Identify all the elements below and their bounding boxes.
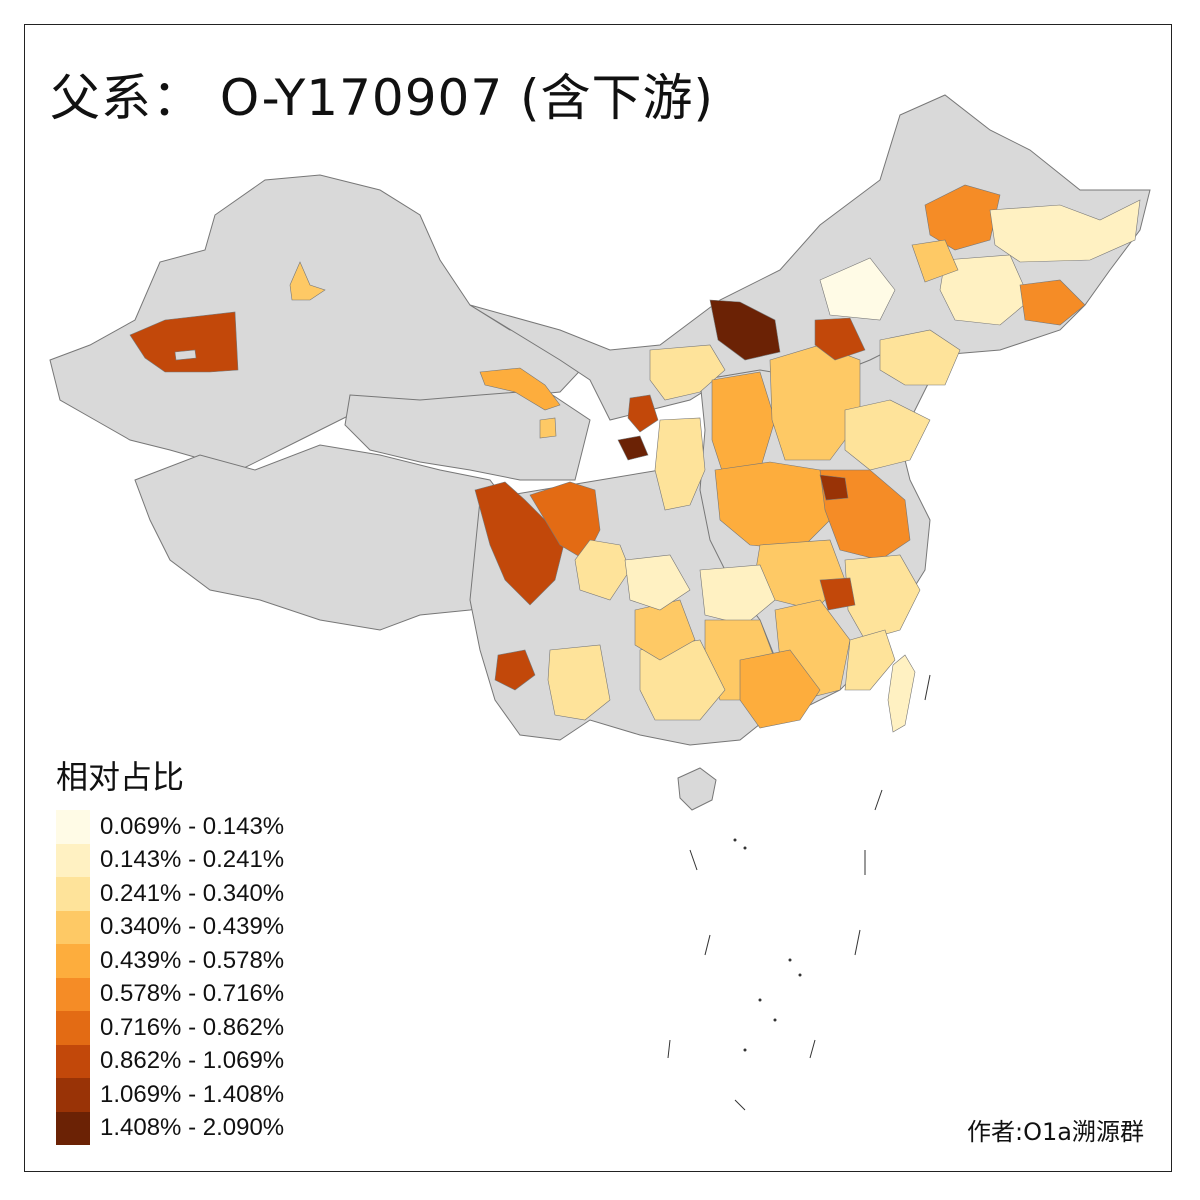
- legend-label: 0.578% - 0.716%: [100, 980, 285, 1008]
- island-dot-2: [743, 846, 747, 850]
- region-hubei: [699, 564, 776, 626]
- legend-swatch: [56, 1111, 90, 1145]
- legend-swatch: [56, 1044, 90, 1078]
- region-hainan: [677, 767, 717, 811]
- legend-label: 1.408% - 2.090%: [100, 1114, 285, 1142]
- island-dot-5: [758, 998, 762, 1002]
- region-anhui-dark: [819, 474, 849, 501]
- island-dot-6: [773, 1018, 777, 1022]
- legend-item: 0.069% - 0.143%: [56, 810, 284, 844]
- region-gansu-small: [539, 417, 557, 439]
- region-ganzi: [474, 481, 566, 606]
- island-dot-4: [798, 973, 802, 977]
- region-hulun: [819, 257, 896, 321]
- map-title: 父系： O-Y170907 (含下游): [50, 69, 715, 127]
- region-yili-hole: [174, 349, 197, 361]
- legend-swatch: [56, 1078, 90, 1112]
- legend-label: 0.143% - 0.241%: [100, 846, 285, 874]
- region-heilongjiang-w: [924, 184, 1001, 251]
- island-marks-5: [704, 934, 711, 956]
- legend-swatch: [56, 1011, 90, 1045]
- legend-label: 0.340% - 0.439%: [100, 913, 285, 941]
- island-marks-6: [854, 929, 861, 956]
- region-xinganling: [911, 239, 959, 283]
- region-henan: [714, 461, 831, 551]
- region-taiwan: [887, 654, 916, 733]
- legend-item: 1.069% - 1.408%: [56, 1078, 284, 1112]
- region-gansu-inner: [469, 94, 1151, 421]
- region-guangdong: [739, 649, 821, 729]
- legend-swatch: [56, 877, 90, 911]
- region-hohhot: [649, 344, 726, 401]
- region-jiangxi-dark: [819, 577, 856, 611]
- legend-label: 0.862% - 1.069%: [100, 1047, 285, 1075]
- island-dot-3: [788, 958, 792, 962]
- region-shandong: [844, 399, 931, 471]
- region-ningxia: [627, 394, 659, 433]
- region-zhejiang: [844, 554, 921, 641]
- region-yunnan: [547, 644, 611, 721]
- island-marks-8: [809, 1039, 816, 1059]
- region-ordos: [709, 299, 781, 361]
- region-hexi: [479, 367, 561, 411]
- region-guangxi: [639, 639, 726, 721]
- legend: 相对占比 0.069% - 0.143% 0.143% - 0.241% 0.2…: [56, 752, 284, 1145]
- island-marks-9: [734, 1099, 746, 1111]
- legend-swatch: [56, 977, 90, 1011]
- legend-item: 0.578% - 0.716%: [56, 977, 285, 1011]
- legend-item: 0.439% - 0.578%: [56, 944, 284, 978]
- legend-swatch: [56, 810, 90, 844]
- legend-item: 0.340% - 0.439%: [56, 910, 285, 944]
- island-marks-3: [689, 849, 698, 871]
- author-credit: 作者:O1a溯源群: [967, 1118, 1144, 1146]
- region-gansu-dark: [617, 435, 649, 461]
- legend-item: 0.862% - 1.069%: [56, 1044, 285, 1078]
- legend-label: 1.069% - 1.408%: [100, 1080, 285, 1108]
- legend-label: 0.241% - 0.340%: [100, 879, 285, 907]
- region-aba: [529, 481, 601, 561]
- legend-item: 0.143% - 0.241%: [56, 843, 285, 877]
- region-jilin-east: [1019, 279, 1086, 326]
- legend-items: 0.069% - 0.143% 0.143% - 0.241% 0.241% -…: [56, 810, 284, 1145]
- island-dot-1: [733, 838, 737, 842]
- legend-swatch: [56, 910, 90, 944]
- region-liaoning: [879, 329, 961, 386]
- region-shaanxi: [654, 417, 706, 511]
- legend-label: 0.439% - 0.578%: [100, 946, 285, 974]
- legend-label: 0.716% - 0.862%: [100, 1013, 285, 1041]
- legend-title: 相对占比: [56, 758, 185, 796]
- region-sichuan-east: [574, 539, 631, 601]
- legend-item: 0.716% - 0.862%: [56, 1011, 284, 1045]
- region-yili: [129, 311, 239, 373]
- legend-item: 1.408% - 2.090%: [56, 1111, 285, 1145]
- region-dehong: [494, 649, 536, 691]
- island-dot-7: [743, 1048, 747, 1052]
- legend-item: 0.241% - 0.340%: [56, 877, 284, 911]
- region-qinghai: [344, 389, 591, 481]
- region-changji: [289, 261, 326, 301]
- island-marks-1: [924, 674, 931, 701]
- region-chongqing: [624, 554, 691, 611]
- region-fujian: [844, 629, 896, 691]
- island-marks-7: [667, 1039, 671, 1059]
- region-beijing: [814, 317, 866, 361]
- legend-swatch: [56, 944, 90, 978]
- region-heilongjiang: [989, 199, 1141, 263]
- legend-label: 0.069% - 0.143%: [100, 812, 285, 840]
- legend-swatch: [56, 843, 90, 877]
- island-marks-2: [874, 789, 883, 811]
- map-frame: [24, 24, 1172, 1172]
